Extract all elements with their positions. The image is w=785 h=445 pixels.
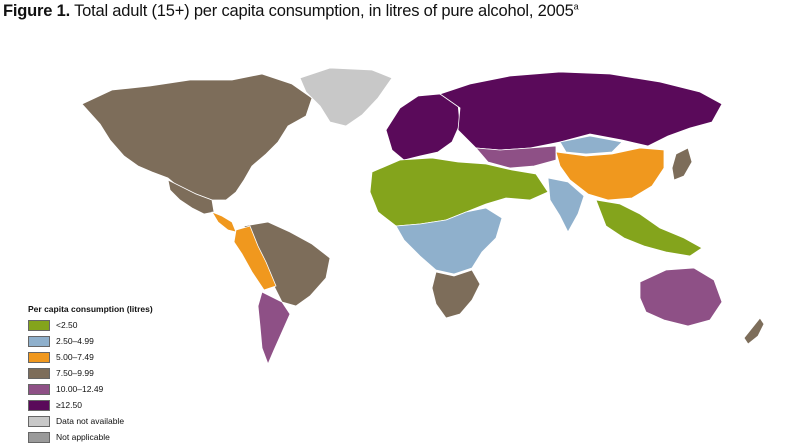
legend-item: 2.50–4.99 [28,333,153,349]
region-china [555,147,665,201]
legend-title: Per capita consumption (litres) [28,304,153,314]
legend-label: 2.50–4.99 [56,336,94,346]
legend-swatch [28,415,50,427]
legend-swatch [28,351,50,363]
legend-item: Data not available [28,413,153,429]
region-japan [671,147,693,181]
region-mongolia [559,135,623,155]
legend-swatch [28,319,50,331]
legend-items: <2.50 2.50–4.99 5.00–7.49 7.50–9.99 10.0… [28,317,153,445]
legend-label: 7.50–9.99 [56,368,94,378]
region-southern-africa [431,269,481,319]
legend-label: Data not available [56,416,125,426]
legend-label: 5.00–7.49 [56,352,94,362]
figure-label: Figure 1. [3,2,70,20]
region-europe [385,93,461,161]
legend-swatch [28,335,50,347]
region-central-asia [475,145,557,169]
region-north-africa-middle-east [369,157,549,227]
legend-item: 5.00–7.49 [28,349,153,365]
legend-item: ≥12.50 [28,397,153,413]
legend-label: Not applicable [56,432,110,442]
figure-title: Figure 1. Total adult (15+) per capita c… [3,1,579,21]
region-greenland [299,67,393,127]
legend-swatch [28,399,50,411]
legend-item: 10.00–12.49 [28,381,153,397]
region-india [547,177,585,233]
legend-label: 10.00–12.49 [56,384,104,394]
region-africa-central-east [395,207,503,275]
legend-item: 7.50–9.99 [28,365,153,381]
legend-item: Not applicable [28,429,153,445]
legend: Per capita consumption (litres) <2.50 2.… [28,304,153,445]
region-new-zealand [743,317,765,345]
region-mexico [167,179,215,215]
legend-item: <2.50 [28,317,153,333]
legend-swatch [28,383,50,395]
region-argentina [257,291,291,365]
region-central-america [211,211,237,233]
legend-label: <2.50 [56,320,78,330]
region-southeast-asia [595,199,703,257]
region-australia [639,267,723,327]
title-footnote-marker: a [573,1,579,12]
region-andes [233,225,277,291]
legend-swatch [28,367,50,379]
region-north-america [81,73,313,201]
legend-label: ≥12.50 [56,400,82,410]
figure-title-text: Total adult (15+) per capita consumption… [74,2,574,20]
